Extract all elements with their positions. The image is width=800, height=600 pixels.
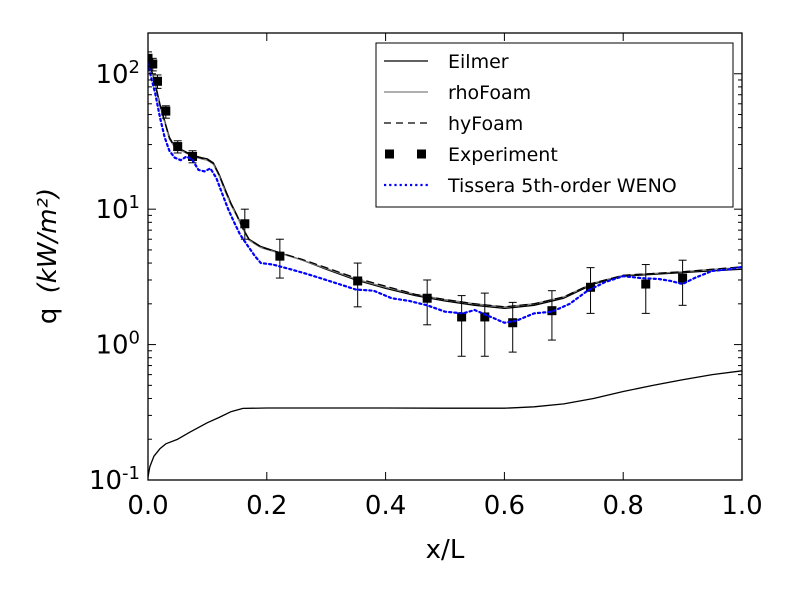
x-axis-label: x/L [426,535,465,565]
legend-entry-eilmer: Eilmer [384,51,509,73]
legend-swatch-marker [385,149,394,159]
y-axis-ticks: 10-1 100 101 102 [89,32,742,496]
legend-entry-rhofoam: rhoFoam [384,82,531,104]
experiment-marker [480,312,490,322]
x-tick-label: 0.8 [603,491,644,521]
experiment-marker [641,279,651,289]
legend-entry-hyfoam: hyFoam [384,113,523,135]
x-tick-label: 0.2 [246,491,287,521]
y-tick-label: 101 [95,192,140,225]
experiment-marker [161,106,171,116]
plot-frame [147,32,743,481]
x-tick-label: 0.4 [365,491,406,521]
experiment-marker [678,273,688,283]
y-tick-label: 100 [95,328,140,361]
legend-label: hyFoam [448,113,523,135]
experiment-marker [353,276,363,286]
legend-entries: Eilmer rhoFoam hyFoam Experiment Tissera 5th… [384,51,677,197]
experiment-marker [153,76,163,86]
series-tissera-5th-order-weno-line [148,61,742,324]
series-experiment [148,51,688,357]
x-tick-label: 1.0 [721,491,762,521]
experiment-marker [457,312,467,322]
y-axis-label-group: q (kW/m²) [33,188,63,324]
legend-swatch-marker [417,149,426,159]
legend: Eilmer rhoFoam hyFoam Experiment Tissera 5th… [375,42,734,208]
experiment-marker [275,251,285,261]
x-tick-label: 0.6 [484,491,525,521]
legend-label: Experiment [448,144,558,166]
legend-entry-experiment: Experiment [385,144,558,166]
y-tick-label: 10-1 [89,463,140,496]
y-tick-label: 102 [95,57,140,90]
legend-label: Tissera 5th-order WENO [447,175,677,197]
legend-label: Eilmer [448,51,509,73]
y-axis-label: q (kW/m²) [33,188,63,324]
legend-label: rhoFoam [448,82,531,104]
legend-frame [375,42,734,208]
experiment-marker [188,151,198,161]
experiment-marker [240,219,250,229]
x-tick-label: 0.0 [127,491,168,521]
series-lower-curve-line [148,370,742,478]
experiment-marker [148,59,158,69]
series-hyfoam-line [148,54,742,308]
experiment-marker [547,306,557,316]
experiment-marker [586,282,596,292]
experiment-marker [508,318,518,328]
experiment-marker [422,293,432,303]
experiment-marker [173,142,183,152]
plot-content [148,51,742,478]
legend-entry-tissera-5th-order-weno: Tissera 5th-order WENO [384,175,677,197]
x-axis-ticks: 0.0 0.2 0.4 0.6 0.8 1.0 [127,33,763,521]
